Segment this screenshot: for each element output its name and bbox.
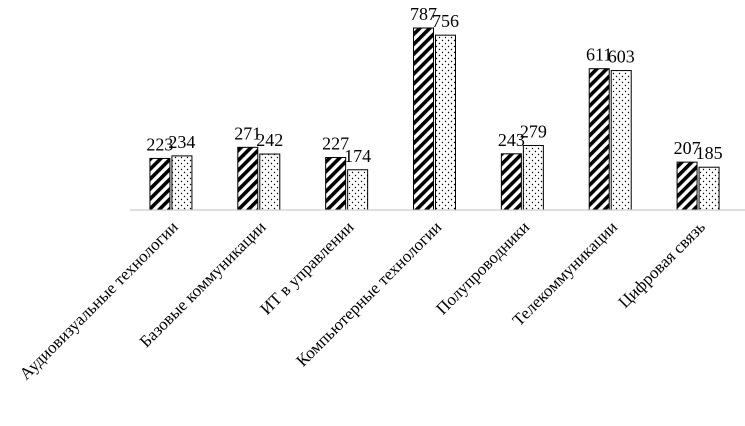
- bar-hatched-7: [676, 161, 698, 211]
- data-label: 185: [696, 143, 723, 163]
- bar-dotted-2: [259, 153, 281, 211]
- category-label: Полупроводники: [432, 217, 533, 318]
- data-label: 234: [168, 132, 195, 152]
- data-label: 756: [432, 11, 459, 31]
- bar-hatched-2: [237, 146, 259, 211]
- data-label: 603: [608, 47, 635, 67]
- data-label: 271: [234, 123, 261, 143]
- bar-dotted-1: [171, 155, 193, 211]
- data-label: 243: [498, 130, 525, 150]
- bar-dotted-3: [347, 169, 369, 211]
- bar-hatched-6: [588, 68, 610, 211]
- data-label: 242: [256, 130, 283, 150]
- bar-hatched-5: [500, 153, 522, 211]
- data-label: 223: [146, 134, 173, 154]
- data-label: 787: [410, 4, 437, 24]
- category-label: ИТ в управлении: [256, 217, 357, 318]
- bar-hatched-3: [325, 157, 347, 211]
- bar-dotted-7: [698, 166, 720, 211]
- bar-dotted-6: [610, 70, 632, 211]
- category-label: Цифровая связь: [615, 217, 710, 312]
- data-label: 611: [586, 45, 612, 65]
- category-label: Аудиовизуальные технологии: [16, 217, 182, 383]
- bar-dotted-5: [522, 144, 544, 211]
- bar-hatched-4: [413, 27, 434, 211]
- data-label: 207: [674, 138, 701, 158]
- data-label: 174: [344, 146, 371, 166]
- data-label: 227: [322, 134, 349, 154]
- category-label: Компьютерные технологии: [292, 217, 445, 370]
- bar-dotted-4: [435, 34, 456, 211]
- data-label: 279: [520, 121, 547, 141]
- bar-hatched-1: [149, 157, 171, 211]
